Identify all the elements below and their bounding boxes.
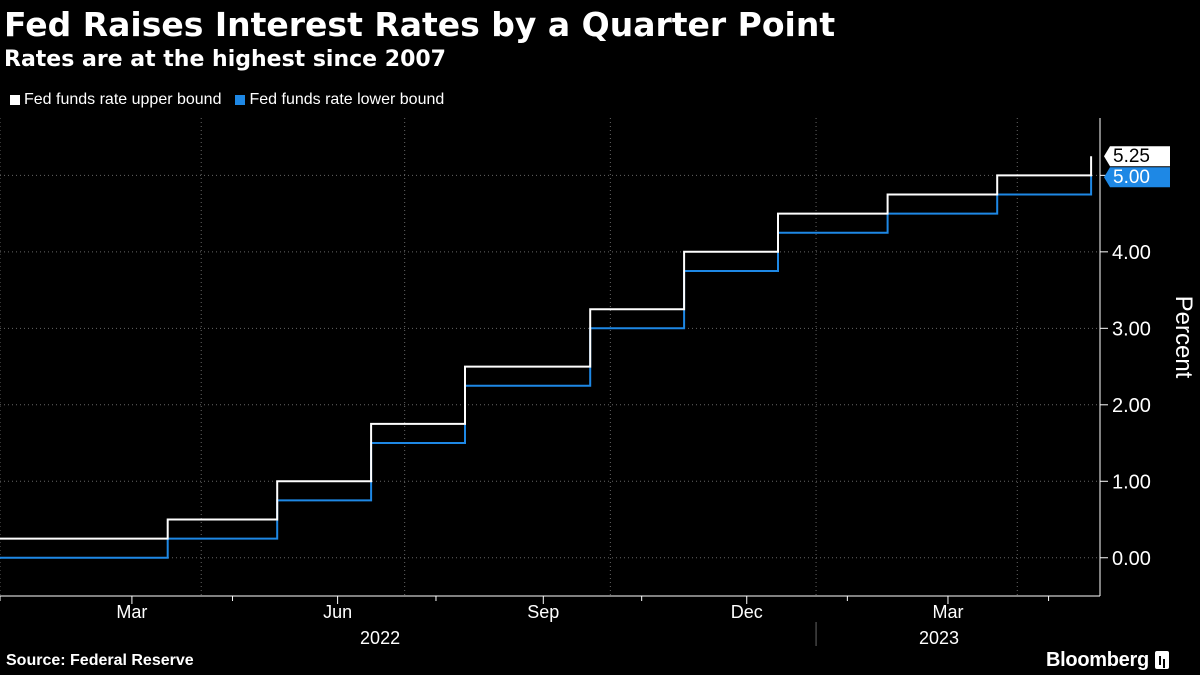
label-layer: 5.005.25 Percent	[1104, 146, 1197, 379]
x-tick-label: Mar	[932, 602, 963, 622]
y-tick-label: 3.00	[1112, 318, 1151, 340]
y-tick-label: 0.00	[1112, 548, 1151, 570]
y-tick-label: 4.00	[1112, 242, 1151, 264]
chart-subtitle: Rates are at the highest since 2007	[4, 47, 446, 72]
year-label: 2022	[360, 628, 400, 648]
brand-name: Bloomberg	[1046, 649, 1149, 671]
y-tick-label: 2.00	[1112, 395, 1151, 417]
series-layer	[0, 156, 1093, 559]
legend-label-lower-bound: Fed funds rate lower bound	[249, 91, 445, 108]
end-label-lower: 5.00	[1113, 167, 1150, 188]
series-line	[0, 156, 1093, 540]
year-label: 2023	[919, 628, 959, 648]
legend-item-lower-bound: Fed funds rate lower bound	[235, 89, 444, 111]
source-note: Source: Federal Reserve	[6, 652, 194, 669]
legend: Fed funds rate upper bound Fed funds rat…	[10, 89, 458, 111]
end-label-tag-upper	[1104, 146, 1170, 167]
x-tick-label: Dec	[731, 602, 763, 622]
axis-layer: 0.00 1.00 2.00 3.00 4.00 5.00 Mar Jun Sep Dec Mar 2…	[0, 118, 1151, 648]
chart-title: Fed Raises Interest Rates by a Quarter P…	[4, 5, 836, 44]
legend-item-upper-bound: Fed funds rate upper bound	[10, 89, 221, 111]
x-tick-label: Jun	[323, 602, 352, 622]
y-tick-label: 1.00	[1112, 471, 1151, 493]
legend-swatch-upper-bound	[10, 95, 20, 105]
bloomberg-chart-icon	[1154, 651, 1169, 669]
end-label-tag-lower	[1104, 167, 1170, 188]
legend-swatch-lower-bound	[235, 95, 246, 105]
legend-label-upper-bound: Fed funds rate upper bound	[24, 91, 222, 108]
end-label-upper: 5.25	[1113, 146, 1150, 167]
x-tick-label: Mar	[116, 602, 147, 622]
bloomberg-logo: Bloomberg	[1046, 647, 1169, 673]
x-tick-label: Sep	[527, 602, 559, 622]
grid-layer	[0, 118, 1100, 596]
y-axis-title: Percent	[1170, 296, 1197, 379]
